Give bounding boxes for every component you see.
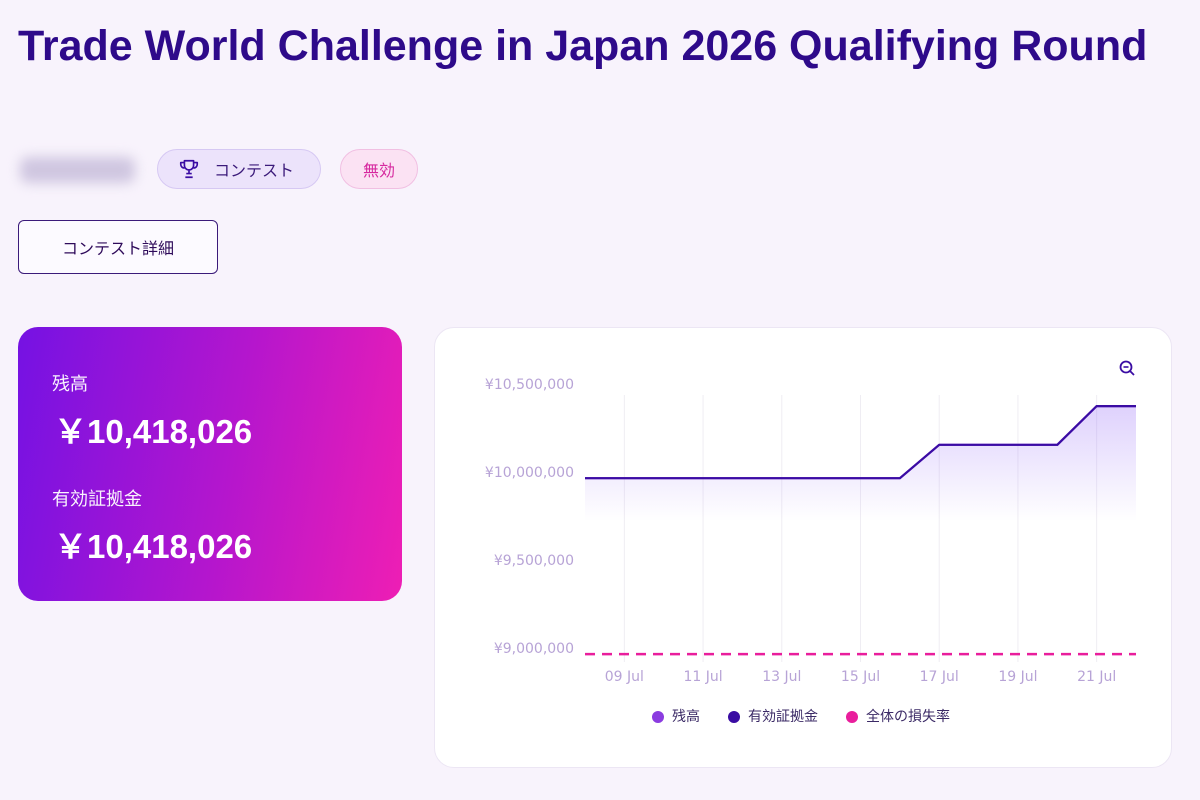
y-tick-label: ¥10,000,000	[485, 465, 574, 481]
x-tick-label: 21 Jul	[1077, 669, 1116, 685]
status-badge: 無効	[340, 149, 418, 189]
x-tick-label: 13 Jul	[762, 669, 801, 685]
x-tick-label: 17 Jul	[920, 669, 959, 685]
legend-marker	[728, 711, 740, 723]
summary-label: 有効証拠金	[52, 489, 142, 510]
trophy-icon	[179, 159, 199, 179]
page-title: Trade World Challenge in Japan 2026 Qual…	[18, 22, 1148, 70]
legend-marker	[846, 711, 858, 723]
legend-label: 有効証拠金	[748, 709, 818, 725]
legend-marker	[652, 711, 664, 723]
summary-value: ￥10,418,026	[54, 413, 253, 450]
area	[585, 406, 1136, 662]
x-tick-label: 15 Jul	[841, 669, 880, 685]
series-line	[585, 405, 1136, 480]
badge-text: コンテスト	[214, 161, 295, 180]
legend-label: 残高	[672, 708, 700, 725]
y-tick-label: ¥9,000,000	[494, 641, 574, 657]
badge-text: 無効	[362, 161, 395, 180]
contest-badge: コンテスト	[157, 149, 321, 189]
x-tick-label: 11 Jul	[683, 669, 722, 685]
details-button[interactable]: コンテスト詳細	[18, 220, 218, 274]
y-tick-label: ¥9,500,000	[494, 553, 574, 569]
y-tick-label: ¥10,500,000	[485, 377, 574, 393]
blurred-id	[20, 157, 135, 183]
summary-card: 残高 ￥10,418,026 有効証拠金 ￥10,418,026	[18, 327, 402, 601]
summary-value: ￥10,418,026	[54, 528, 253, 565]
x-tick-label: 09 Jul	[605, 669, 644, 685]
legend-label: 全体の損失率	[866, 708, 950, 725]
x-tick-label: 19 Jul	[998, 669, 1037, 685]
zoom-out-button[interactable]	[1119, 360, 1135, 376]
button-text: コンテスト詳細	[61, 239, 174, 258]
summary-label: 残高	[52, 374, 88, 395]
